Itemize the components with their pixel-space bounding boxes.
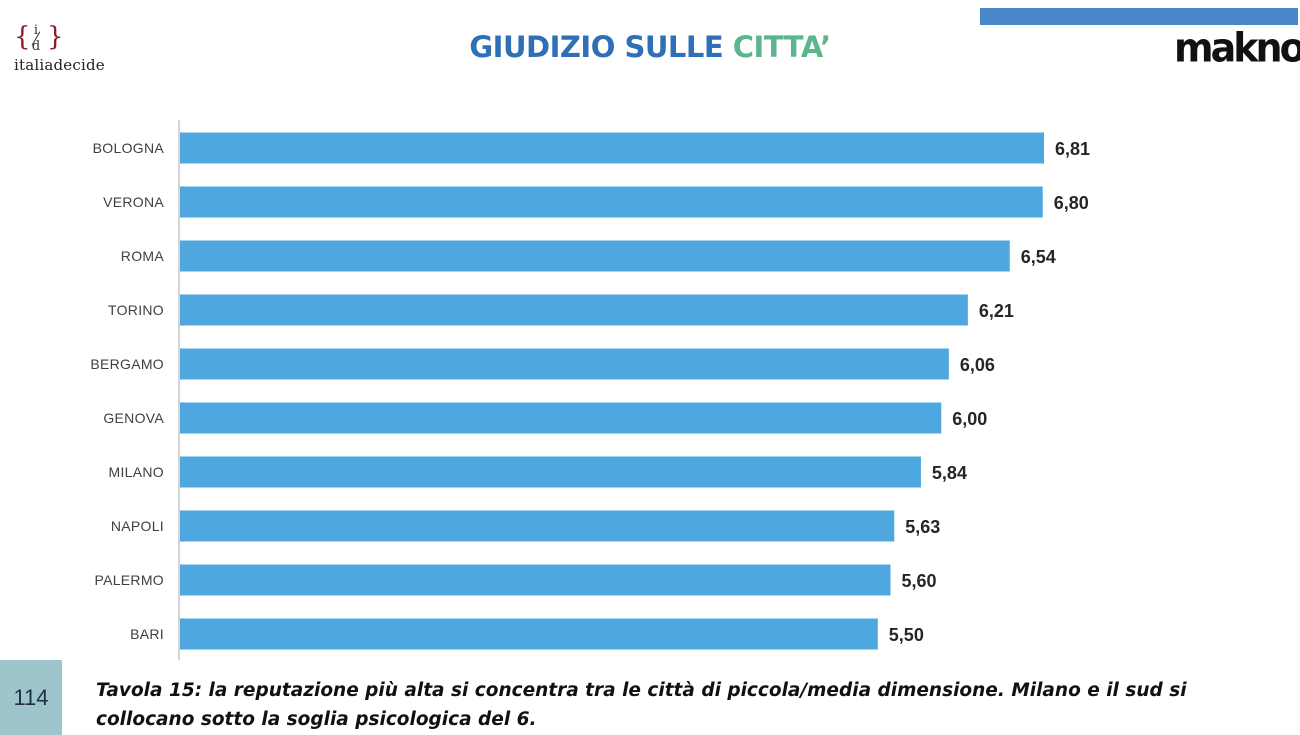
italiadecide-logo-text: italiadecide [14, 56, 105, 74]
page-number-badge: 114 [0, 660, 62, 735]
data-label-verona: 6,80 [1054, 193, 1089, 213]
bar-palermo [180, 564, 891, 596]
header-accent-bar [980, 8, 1298, 25]
bar-bologna [180, 132, 1044, 164]
table-caption: Tavola 15: la reputazione più alta si co… [96, 680, 1187, 730]
category-label-torino: TORINO [108, 302, 164, 318]
page-title: GIUDIZIO SULLE CITTA’ [0, 30, 1300, 64]
data-label-genova: 6,00 [952, 409, 987, 429]
category-label-napoli: NAPOLI [111, 518, 164, 534]
bars-group: BOLOGNA 6,81 VERONA 6,80 ROMA 6,54 TORINO 6,21 B… [90, 132, 1090, 650]
bar-bari [180, 618, 878, 650]
italiadecide-logo: { i d } italiadecide [14, 22, 124, 74]
bar-verona [180, 186, 1043, 218]
category-label-bari: BARI [130, 626, 164, 642]
makno-logo: makno [1174, 24, 1300, 72]
italiadecide-mark: { i d } [14, 22, 64, 54]
category-label-milano: MILANO [109, 464, 164, 480]
bar-napoli [180, 510, 895, 542]
category-label-roma: ROMA [121, 248, 165, 264]
category-label-palermo: PALERMO [94, 572, 164, 588]
category-label-genova: GENOVA [103, 410, 164, 426]
data-label-palermo: 5,60 [901, 571, 936, 591]
category-label-bergamo: BERGAMO [90, 356, 164, 372]
data-label-bergamo: 6,06 [960, 355, 995, 375]
bar-roma [180, 240, 1010, 272]
data-label-torino: 6,21 [979, 301, 1014, 321]
title-part-green: CITTA’ [732, 30, 831, 64]
category-label-verona: VERONA [103, 194, 164, 210]
category-label-bologna: BOLOGNA [93, 140, 165, 156]
bar-torino [180, 294, 968, 326]
title-part-blue: GIUDIZIO SULLE [469, 30, 724, 64]
data-label-milano: 5,84 [932, 463, 967, 483]
data-label-bari: 5,50 [889, 625, 924, 645]
data-label-roma: 6,54 [1021, 247, 1056, 267]
bar-genova [180, 402, 942, 434]
bar-bergamo [180, 348, 949, 380]
data-label-napoli: 5,63 [905, 517, 940, 537]
data-label-bologna: 6,81 [1055, 139, 1090, 159]
bar-milano [180, 456, 921, 488]
